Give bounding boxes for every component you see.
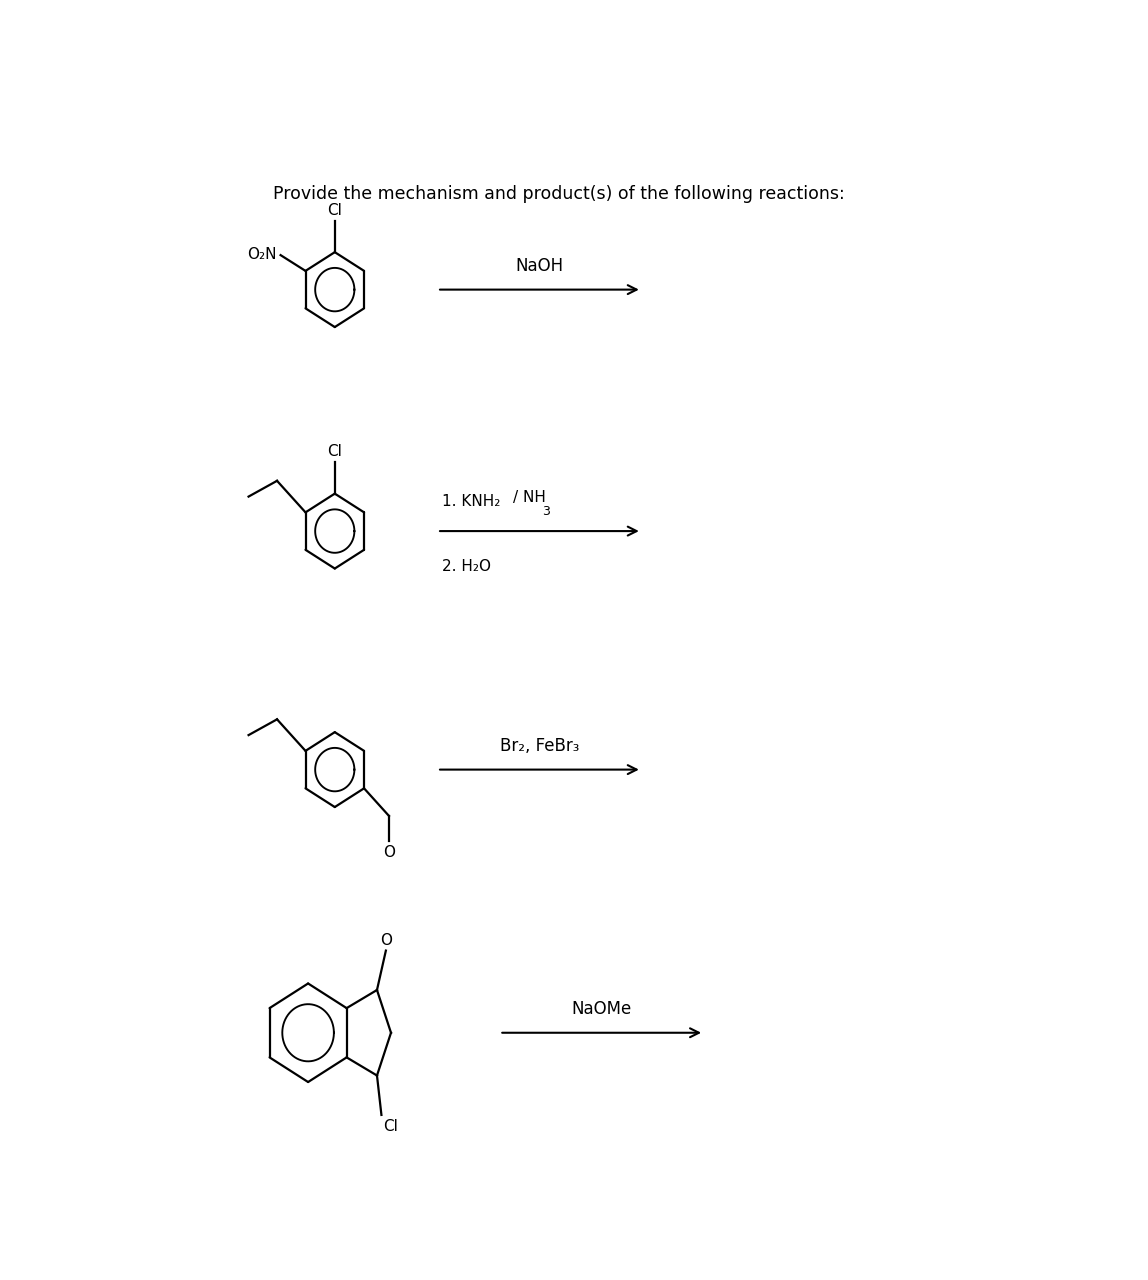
Text: NaOMe: NaOMe	[572, 1000, 631, 1018]
Text: 2. H₂O: 2. H₂O	[442, 558, 490, 573]
Text: Provide the mechanism and product(s) of the following reactions:: Provide the mechanism and product(s) of …	[272, 186, 844, 204]
Text: Cl: Cl	[327, 202, 342, 218]
Text: NaOH: NaOH	[515, 257, 564, 275]
Text: Cl: Cl	[383, 1119, 398, 1134]
Text: 3: 3	[542, 506, 550, 518]
Text: O: O	[383, 845, 395, 859]
Text: Cl: Cl	[327, 444, 342, 460]
Text: / NH: / NH	[513, 490, 545, 506]
Text: O: O	[380, 933, 391, 947]
Text: Br₂, FeBr₃: Br₂, FeBr₃	[499, 737, 579, 755]
Text: 1. KNH₂: 1. KNH₂	[442, 494, 499, 509]
Text: O₂N: O₂N	[248, 247, 277, 261]
